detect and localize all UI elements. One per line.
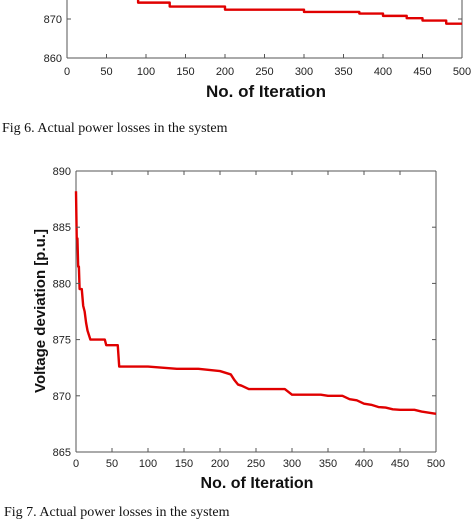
y-tick-label: 870 bbox=[44, 14, 62, 26]
x-tick-label: 200 bbox=[216, 66, 234, 78]
y-tick-label: 865 bbox=[53, 447, 71, 459]
x-tick-label: 250 bbox=[247, 458, 265, 470]
y-tick-label: 870 bbox=[53, 391, 71, 403]
x-tick-label: 200 bbox=[211, 458, 229, 470]
x-tick-label: 150 bbox=[175, 458, 193, 470]
chart2-x-ticks: 0 50 100 150 200 250 300 350 400 450 500 bbox=[73, 171, 445, 470]
x-tick-label: 50 bbox=[100, 66, 112, 78]
chart2-plot-area bbox=[74, 170, 437, 453]
x-tick-label: 100 bbox=[137, 66, 155, 78]
chart1-x-ticks: 0 50 100 150 200 250 300 350 400 450 500 bbox=[64, 54, 471, 78]
x-tick-label: 300 bbox=[283, 458, 301, 470]
x-tick-label: 350 bbox=[319, 458, 337, 470]
y-tick-label: 875 bbox=[53, 335, 71, 347]
chart-fig7: 0 50 100 150 200 250 300 350 400 450 500 865 870 875… bbox=[32, 166, 445, 492]
fig7-caption: Fig 7. Actual power losses in the system bbox=[4, 505, 230, 520]
x-tick-label: 50 bbox=[106, 458, 118, 470]
chart1-plot-area bbox=[66, 0, 463, 59]
x-tick-label: 500 bbox=[427, 458, 445, 470]
chart2-y-ticks: 865 870 875 880 885 890 bbox=[53, 166, 436, 459]
series-line bbox=[74, 191, 437, 415]
chart1-x-axis-title: No. of Iteration bbox=[206, 82, 326, 101]
x-tick-label: 0 bbox=[64, 66, 70, 78]
x-tick-label: 500 bbox=[453, 66, 471, 78]
y-tick-label: 890 bbox=[53, 166, 71, 178]
chart2-y-axis-title: Voltage deviation [p.u.] bbox=[32, 229, 49, 393]
x-tick-label: 450 bbox=[413, 66, 431, 78]
fig6-caption: Fig 6. Actual power losses in the system bbox=[2, 121, 228, 136]
chart2-x-axis-title: No. of Iteration bbox=[201, 475, 314, 492]
x-tick-label: 450 bbox=[391, 458, 409, 470]
chart1-y-ticks: 860 870 bbox=[44, 14, 462, 65]
x-tick-label: 350 bbox=[334, 66, 352, 78]
y-tick-label: 885 bbox=[53, 222, 71, 234]
x-tick-label: 400 bbox=[374, 66, 392, 78]
x-tick-label: 150 bbox=[176, 66, 194, 78]
x-tick-label: 0 bbox=[73, 458, 79, 470]
x-tick-label: 250 bbox=[255, 66, 273, 78]
x-tick-label: 300 bbox=[295, 66, 313, 78]
series-line bbox=[136, 0, 462, 25]
x-tick-label: 400 bbox=[355, 458, 373, 470]
x-tick-label: 100 bbox=[139, 458, 157, 470]
chart-fig6: 0 50 100 150 200 250 300 350 400 450 500 860 870 No… bbox=[44, 0, 471, 101]
y-tick-label: 860 bbox=[44, 53, 62, 65]
y-tick-label: 880 bbox=[53, 278, 71, 290]
